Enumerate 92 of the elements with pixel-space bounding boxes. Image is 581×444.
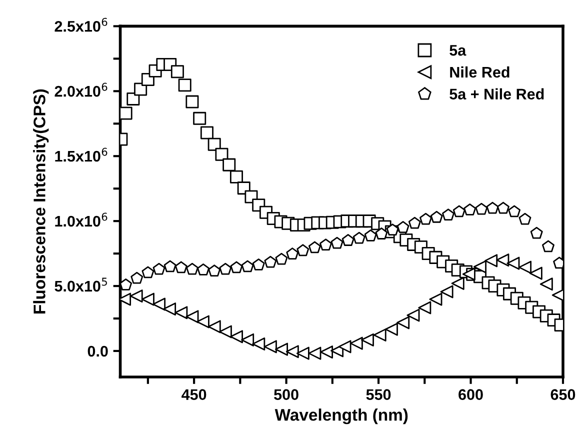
point xyxy=(264,256,277,268)
point xyxy=(152,262,166,275)
point xyxy=(264,340,277,354)
point xyxy=(350,336,363,350)
point xyxy=(473,260,486,274)
point xyxy=(373,328,386,342)
point xyxy=(130,290,143,303)
point xyxy=(484,254,498,268)
x-axis-title: Wavelength (nm) xyxy=(274,408,408,424)
y-tick-label: 2.5x10$^{6}$ xyxy=(54,18,108,32)
point xyxy=(342,234,354,246)
point xyxy=(360,333,374,346)
point xyxy=(451,276,464,290)
point xyxy=(518,212,532,225)
point xyxy=(120,278,132,290)
legend-label: 5a xyxy=(450,45,466,56)
point xyxy=(174,306,188,320)
point xyxy=(218,325,232,338)
point xyxy=(430,210,443,223)
point xyxy=(396,221,410,233)
point xyxy=(497,202,510,214)
point xyxy=(241,260,254,272)
point xyxy=(408,216,421,229)
point xyxy=(440,285,454,298)
x-tick-label: 650 xyxy=(550,389,576,400)
point xyxy=(186,262,198,275)
point xyxy=(540,278,553,291)
point xyxy=(274,342,288,356)
point xyxy=(308,241,321,254)
point xyxy=(308,346,322,360)
y-tick-label: 5.0x10$^{5}$ xyxy=(54,278,107,292)
point xyxy=(141,292,154,306)
point xyxy=(130,272,144,284)
point xyxy=(506,256,520,270)
point xyxy=(529,266,542,280)
point xyxy=(230,261,243,274)
point xyxy=(241,333,254,346)
point xyxy=(152,298,166,311)
point xyxy=(396,316,410,330)
y-tick-label: 2.0x10$^{6}$ xyxy=(54,82,108,97)
point xyxy=(197,264,210,276)
x-tick-label: 500 xyxy=(274,389,298,400)
point xyxy=(142,266,154,278)
point xyxy=(384,322,398,336)
point xyxy=(275,252,288,265)
point xyxy=(230,330,243,344)
point xyxy=(418,301,432,314)
legend-label: Nile Red xyxy=(450,66,510,78)
point xyxy=(429,292,442,306)
point xyxy=(375,228,388,240)
point xyxy=(208,320,221,334)
point xyxy=(286,248,299,260)
point xyxy=(296,346,310,360)
point xyxy=(364,230,377,242)
point xyxy=(420,212,432,225)
point xyxy=(174,261,188,274)
y-tick-label: 1.0x10$^{6}$ xyxy=(55,212,108,227)
point xyxy=(164,260,176,272)
point xyxy=(496,254,510,267)
point xyxy=(530,226,543,239)
point xyxy=(518,260,532,274)
point xyxy=(406,308,420,322)
y-axis-title: Fluorescence Intensity(CPS) xyxy=(33,89,49,314)
x-tick-label: 450 xyxy=(182,389,206,400)
point xyxy=(286,345,299,358)
legend-label: 5a + Nile Red xyxy=(450,88,544,100)
point xyxy=(330,236,344,249)
point xyxy=(252,337,266,350)
x-tick-label: 550 xyxy=(366,389,391,400)
point xyxy=(338,340,352,354)
y-tick-label: 1.5x10$^{6}$ xyxy=(55,148,108,162)
point xyxy=(352,232,366,244)
point xyxy=(486,202,499,214)
point xyxy=(163,302,176,316)
point xyxy=(186,310,199,324)
point xyxy=(296,244,310,256)
point xyxy=(386,224,399,236)
point xyxy=(464,204,476,216)
y-tick-label: 0.0 xyxy=(88,346,108,357)
x-tick-label: 600 xyxy=(458,389,483,400)
point xyxy=(219,262,232,275)
point xyxy=(320,346,334,359)
point xyxy=(252,258,265,270)
point xyxy=(462,268,476,281)
point xyxy=(442,208,454,220)
point xyxy=(542,240,554,252)
point xyxy=(196,315,210,328)
point xyxy=(508,205,521,218)
point xyxy=(208,264,221,276)
point xyxy=(320,238,332,250)
point xyxy=(452,205,466,218)
point xyxy=(475,202,488,215)
